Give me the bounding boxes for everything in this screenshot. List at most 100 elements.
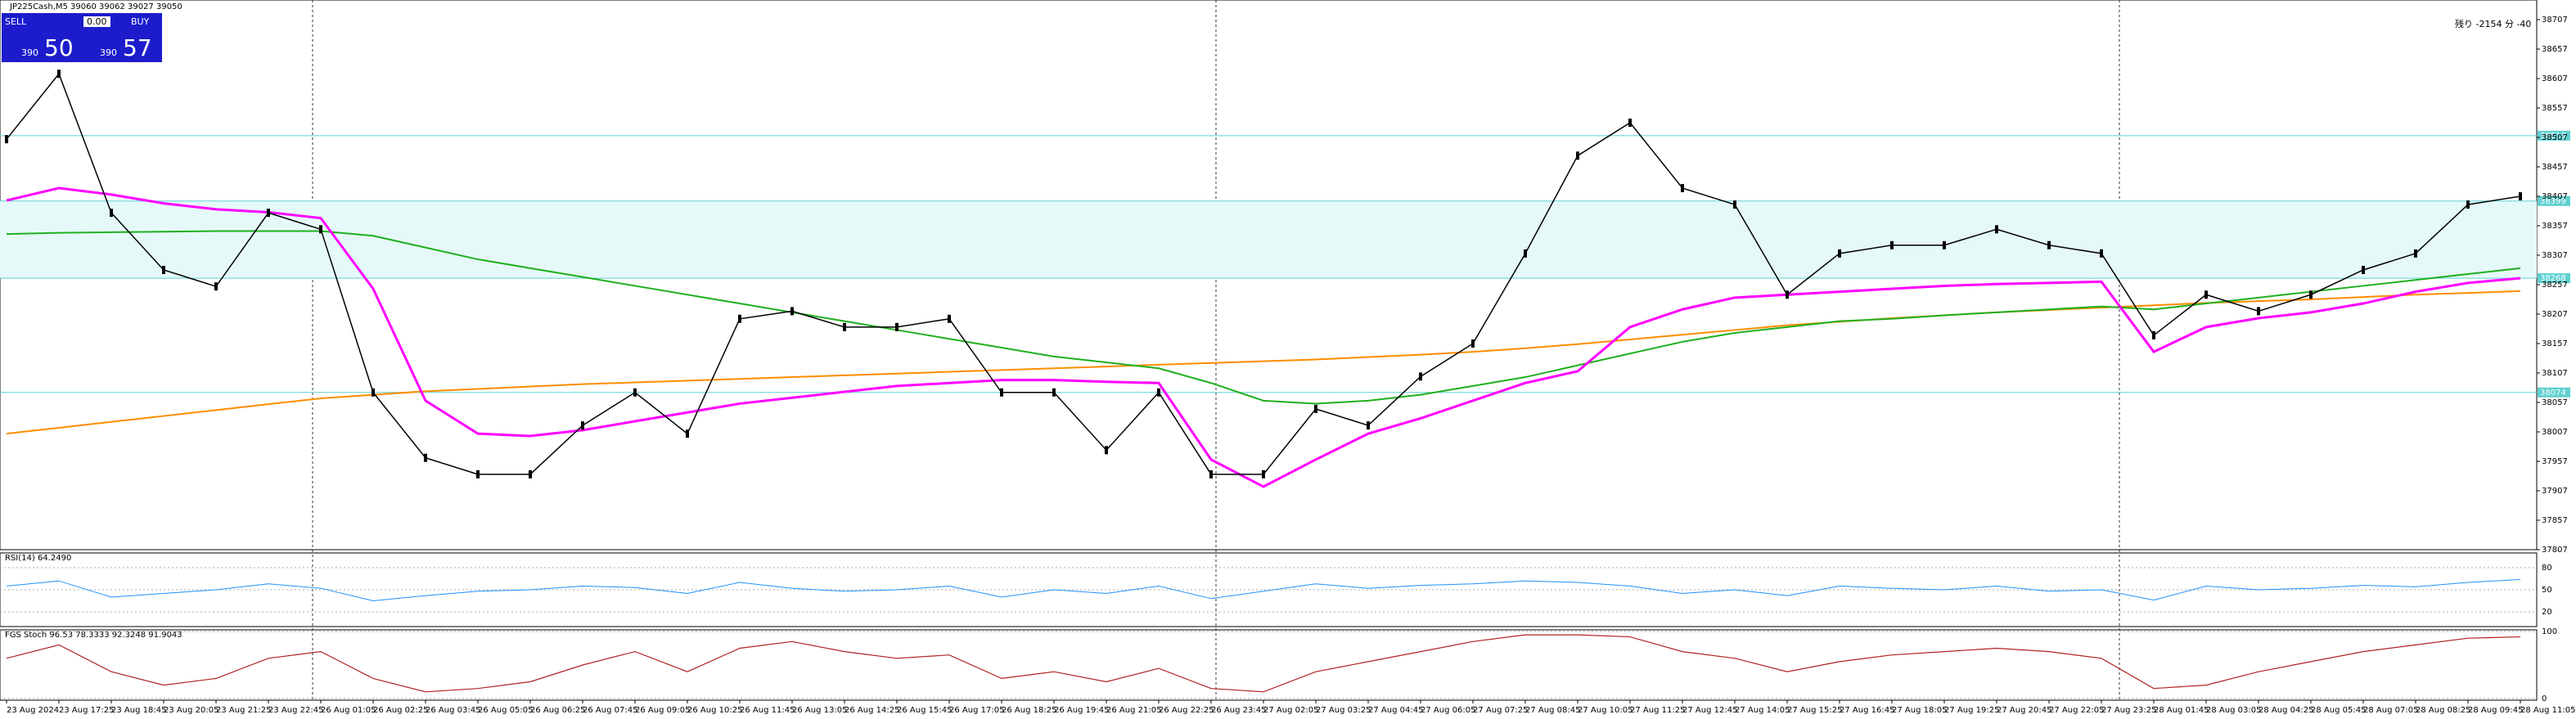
time-label: 26 Aug 17:05 [949,706,1004,715]
price-tick-label: 38057 [2542,398,2568,407]
price-tick-label: 38657 [2542,45,2568,54]
time-label: 27 Aug 15:25 [1787,706,1842,715]
candle [1314,404,1317,413]
candle [843,322,846,331]
price-tick-label: 38407 [2542,192,2568,201]
sell-price-small: 390 [21,47,38,58]
time-label: 23 Aug 20:05 [164,706,218,715]
time-label: 27 Aug 03:25 [1316,706,1371,715]
candle [1890,240,1894,249]
candle [267,209,270,218]
level-label: 38074 [2540,389,2566,398]
time-label: 27 Aug 23:25 [2101,706,2156,715]
candle [1733,200,1736,209]
candle [1681,183,1684,192]
price-tick-label: 37957 [2542,457,2568,466]
time-label: 26 Aug 03:45 [426,706,480,715]
stoch-tick-label: 0 [2542,694,2547,703]
time-label: 23 Aug 21:25 [216,706,271,715]
candle [1262,470,1265,479]
price-tick-label: 38457 [2542,163,2568,172]
buy-price-big: 57 [123,34,152,61]
time-label: 23 Aug 22:45 [268,706,323,715]
time-label: 27 Aug 14:05 [1735,706,1790,715]
level-label: 38399 [2540,197,2566,206]
lots-input[interactable]: 0.00 [83,16,110,27]
price-tick-label: 38207 [2542,310,2568,319]
buy-price-small: 390 [100,47,117,58]
candle [476,470,480,479]
candle [372,388,375,397]
sell-price-big: 50 [44,34,74,61]
price-tick-label: 38007 [2542,428,2568,437]
candle [2519,192,2522,200]
time-label: 26 Aug 21:05 [1106,706,1161,715]
time-label: 26 Aug 19:45 [1054,706,1109,715]
level-tag [2538,195,2570,206]
time-label: 27 Aug 12:45 [1682,706,1737,715]
time-label: 27 Aug 08:45 [1525,706,1580,715]
level-tag [2538,387,2570,398]
stoch-tick-label: 100 [2542,627,2557,636]
time-label: 28 Aug 09:45 [2468,706,2523,715]
candle [2100,249,2103,258]
candle [162,266,165,274]
level-label: 38510 [2540,132,2566,141]
candle [110,209,113,218]
price-tick-label: 38557 [2542,104,2568,113]
price-tick-label: 38507 [2542,133,2568,142]
candle [1471,339,1475,348]
candle [214,282,218,291]
ohlc: 39060 39062 39027 39050 [70,2,182,11]
candle [1000,388,1003,397]
candle [2414,249,2417,258]
time-label: 27 Aug 11:25 [1630,706,1685,715]
candle [1209,470,1213,479]
price-tick-label: 38707 [2542,16,2568,25]
time-label: 26 Aug 05:05 [478,706,533,715]
price-tick-label: 38157 [2542,339,2568,348]
candle [2152,330,2155,339]
time-label: 23 Aug 17:25 [59,706,114,715]
candle [1628,119,1632,127]
candle [1157,388,1160,397]
candle [1105,446,1108,455]
rsi-label: RSI(14) 64.2490 [5,554,71,563]
candle [1419,372,1422,381]
ma-orange [6,290,2521,435]
candle [581,421,584,430]
time-label: 28 Aug 05:45 [2311,706,2366,715]
time-label: 28 Aug 11:05 [2520,706,2575,715]
time-label: 26 Aug 13:05 [792,706,847,715]
candle [1367,421,1370,430]
trade-panel: SELL 0.00 BUY 390 50 390 57 [2,13,162,62]
rsi-tick-label: 80 [2542,564,2552,573]
symbol: JP225Cash,M5 [9,2,68,11]
time-label: 26 Aug 09:05 [635,706,690,715]
time-label: 26 Aug 15:45 [897,706,952,715]
candle [633,388,637,397]
candle [2047,240,2051,249]
time-label: 27 Aug 18:05 [1892,706,1947,715]
candle [2204,290,2208,299]
candle [1576,151,1579,160]
time-label: 26 Aug 11:45 [740,706,795,715]
candle [1524,249,1527,258]
candle [1838,249,1841,258]
time-label: 27 Aug 22:05 [2049,706,2104,715]
candle [1052,388,1056,397]
time-label: 26 Aug 14:25 [844,706,899,715]
price-tick-label: 37807 [2542,546,2568,555]
sell-button[interactable]: SELL [5,16,27,27]
time-label: 28 Aug 01:45 [2154,706,2209,715]
candle [1786,290,1789,299]
candle [1995,225,1998,234]
candle [686,429,689,438]
price-tick-label: 38357 [2542,222,2568,231]
candle [319,225,322,234]
buy-button[interactable]: BUY [131,16,150,27]
time-label: 27 Aug 19:25 [1944,706,1999,715]
ma-green [6,230,2521,405]
time-label: 26 Aug 06:25 [530,706,585,715]
